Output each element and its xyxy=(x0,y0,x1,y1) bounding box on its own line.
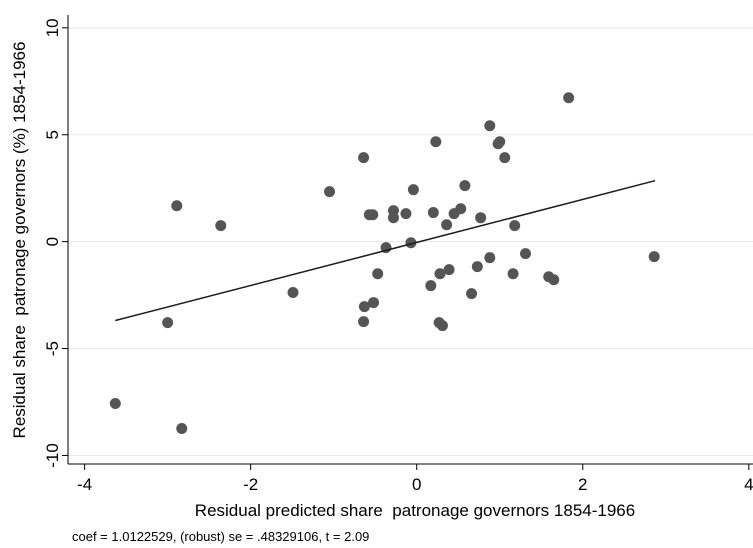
point xyxy=(358,152,370,164)
point xyxy=(171,200,183,212)
y-axis-title: Residual share patronage governors (%) 1… xyxy=(10,42,29,439)
fit-line xyxy=(115,179,656,322)
point xyxy=(443,264,455,276)
point xyxy=(475,212,487,224)
point xyxy=(459,180,471,192)
y-tick-label: 5 xyxy=(43,130,62,139)
point xyxy=(494,136,506,148)
point xyxy=(407,184,419,196)
point xyxy=(400,208,412,220)
point xyxy=(455,203,467,215)
point xyxy=(499,152,511,164)
x-tick-label: 2 xyxy=(578,475,587,494)
point xyxy=(372,268,384,280)
point xyxy=(425,280,437,292)
point xyxy=(441,219,453,231)
point xyxy=(436,320,448,332)
point xyxy=(509,220,521,232)
point xyxy=(387,212,399,224)
y-tick-label: -10 xyxy=(43,443,62,468)
point xyxy=(484,120,496,132)
point xyxy=(563,92,575,104)
point xyxy=(358,316,370,328)
point xyxy=(215,220,227,232)
point xyxy=(358,301,370,313)
point xyxy=(430,136,442,148)
point xyxy=(176,423,188,435)
point xyxy=(324,186,336,198)
x-tick-label: 4 xyxy=(744,475,753,494)
y-tick-label: -5 xyxy=(43,341,62,356)
point xyxy=(519,248,531,260)
point xyxy=(484,252,496,264)
y-tick-label: 10 xyxy=(43,18,62,37)
point xyxy=(287,287,299,299)
point xyxy=(648,251,660,263)
point xyxy=(368,297,380,309)
x-tick-label: -4 xyxy=(77,475,92,494)
y-tick-label: 0 xyxy=(43,237,62,246)
x-tick-label: -2 xyxy=(243,475,258,494)
note: coef = 1.0122529, (robust) se = .4832910… xyxy=(72,529,369,544)
x-tick-label: 0 xyxy=(412,475,421,494)
point xyxy=(405,237,417,249)
point xyxy=(471,261,483,273)
point xyxy=(466,288,478,300)
point xyxy=(367,209,379,221)
point xyxy=(427,207,439,219)
point xyxy=(109,397,121,409)
point xyxy=(162,317,174,329)
point xyxy=(434,268,446,280)
point xyxy=(548,274,560,286)
x-axis-title: Residual predicted share patronage gover… xyxy=(195,501,635,520)
point xyxy=(507,268,519,280)
